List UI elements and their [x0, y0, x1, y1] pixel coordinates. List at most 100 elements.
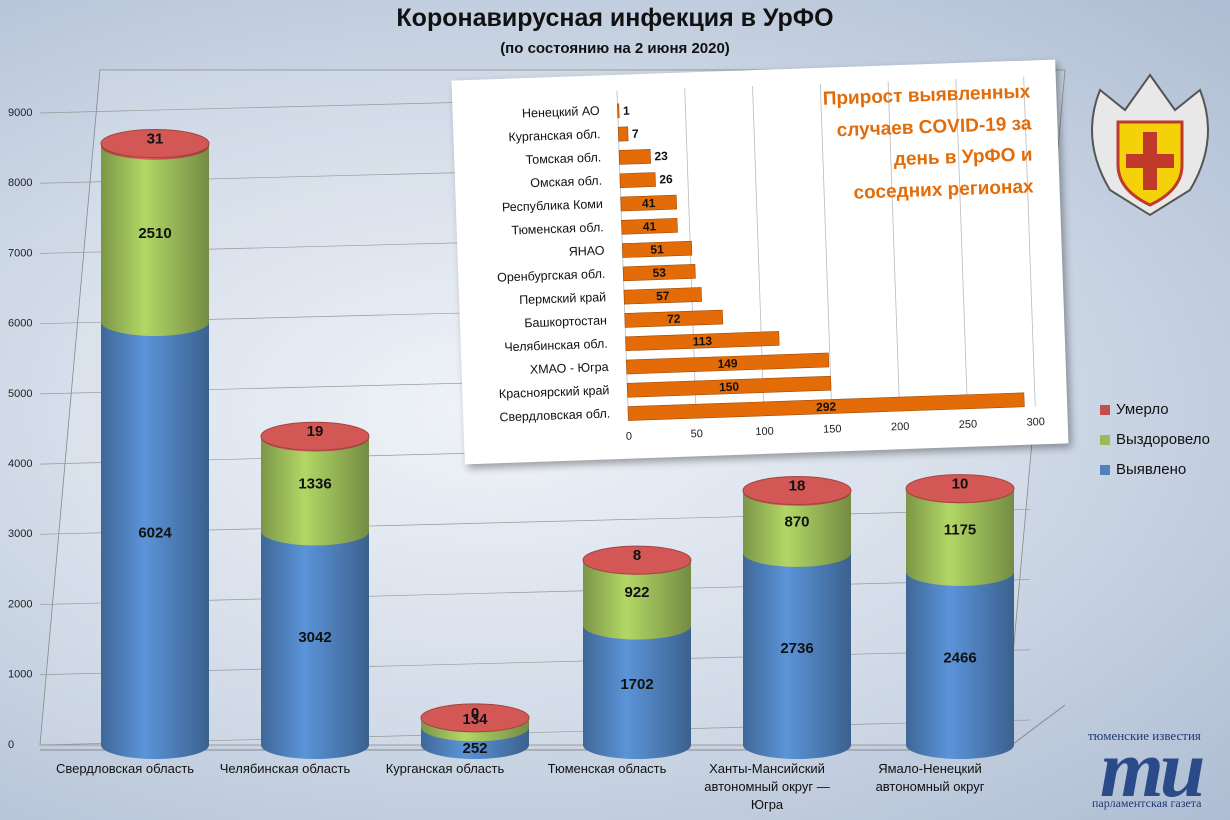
x-tick-label: 150 [823, 423, 842, 436]
value-label: 26 [659, 172, 673, 186]
y-tick-label: 5000 [8, 388, 32, 400]
legend-swatch [1100, 435, 1110, 445]
x-tick-label: Свердловская область [55, 761, 195, 776]
y-tick-label: Пермский край [519, 290, 606, 307]
y-tick-label: Ненецкий АО [522, 104, 600, 121]
y-tick-label: 3000 [8, 528, 32, 540]
bar-segment [101, 321, 209, 745]
x-tick-label: 300 [1026, 416, 1045, 429]
value-label: 134 [462, 711, 488, 728]
bar [618, 149, 652, 165]
value-label: 6024 [138, 524, 172, 541]
y-tick-label: Башкортостан [524, 313, 607, 330]
value-label: 23 [654, 149, 668, 163]
value-label: 1 [623, 104, 630, 118]
y-tick-label: Тюменская обл. [511, 220, 604, 237]
bar [617, 103, 620, 119]
bar [617, 126, 629, 142]
y-tick-label: Томская обл. [525, 150, 601, 167]
value-label: 150 [719, 380, 740, 395]
grid-line [955, 79, 968, 409]
y-tick-label: Омская обл. [530, 174, 602, 190]
bar [626, 352, 830, 375]
value-label: 41 [643, 219, 657, 233]
value-label: 57 [656, 289, 670, 303]
bar-segment [101, 145, 209, 322]
x-tick-label: Тюменская область [547, 761, 667, 776]
legend-label: Выздоровело [1116, 431, 1210, 448]
x-tick-label: Челябинская область [219, 761, 351, 776]
value-label: 1175 [944, 522, 977, 539]
bar-segment [906, 571, 1014, 745]
value-label: 41 [642, 196, 656, 210]
cylinder-top [582, 545, 692, 575]
bar-segment [261, 531, 369, 745]
bar-segment [261, 437, 369, 532]
value-label: 870 [784, 513, 809, 530]
inset-panel: 0 50 100 150 200 250 300 Ненецкий АО 1 Курганская… [451, 59, 1069, 465]
value-label: 7 [632, 127, 639, 141]
cylinder-top [420, 703, 530, 733]
value-label: 2736 [780, 640, 813, 657]
cylinder-top [100, 129, 210, 159]
x-tick-label: 250 [959, 418, 978, 431]
legend-label: Умерло [1116, 401, 1169, 418]
value-label: 8 [633, 547, 641, 564]
value-label: 18 [789, 477, 806, 494]
value-label: 113 [692, 334, 712, 349]
y-tick-label: Курганская обл. [508, 127, 600, 144]
value-label: 53 [652, 266, 666, 280]
value-label: 292 [816, 399, 837, 414]
y-tick-label: Красноярский край [499, 383, 610, 401]
bar [627, 392, 1025, 421]
x-tick-label: Ханты-Мансийский автономный округ — Югра [704, 761, 830, 812]
bar [620, 194, 678, 212]
grid-line [1023, 76, 1036, 407]
bar [624, 309, 724, 328]
x-tick-label: Курганская область [385, 761, 505, 776]
y-tick-label: ЯНАО [568, 244, 605, 259]
value-label: 10 [952, 476, 969, 493]
bar [621, 218, 678, 235]
legend-swatch [1100, 465, 1110, 475]
value-label: 1702 [620, 676, 653, 693]
x-tick-label: 200 [891, 421, 910, 434]
bar [619, 172, 656, 189]
value-label: 1336 [298, 475, 331, 492]
brand-logo: ти [1100, 723, 1205, 814]
grid-line [887, 81, 901, 412]
inset-chart: 0 50 100 150 200 250 300 Ненецкий АО 1 Курганская… [497, 76, 1045, 443]
cylinder-top [260, 421, 370, 451]
value-label: 2466 [943, 649, 976, 666]
y-tick-label: Оренбургская обл. [497, 267, 606, 285]
value-label: 51 [650, 242, 664, 256]
bar [625, 331, 780, 352]
brand-bottom: парламентская газета [1092, 796, 1202, 810]
x-tick-label: 100 [755, 426, 774, 439]
page-subtitle: (по состоянию на 2 июня 2020) [500, 40, 730, 57]
value-label: 0 [471, 705, 479, 722]
cylinder-top [905, 474, 1015, 504]
bar-segment [743, 552, 851, 745]
y-tick-label: 2000 [8, 598, 32, 610]
value-label: 3042 [298, 629, 331, 646]
y-tick-label: 8000 [8, 177, 32, 189]
grid-line [819, 83, 833, 414]
cylinder-top [742, 476, 852, 506]
inset-title: Прирост выявленных случаев COVID-19 за д… [822, 81, 1034, 204]
y-tick-label: Республика Коми [502, 197, 603, 215]
y-tick-label: Свердловская обл. [499, 407, 610, 425]
legend-label: Выявлено [1116, 461, 1186, 478]
value-label: 149 [717, 356, 738, 371]
value-label: 2510 [138, 225, 171, 242]
bar-segment [583, 625, 691, 745]
x-tick-label: 50 [690, 428, 703, 440]
brand-top: тюменские известия [1088, 728, 1201, 743]
value-label: 72 [667, 312, 681, 326]
x-tick-label: Ямало-Ненецкий автономный округ [875, 761, 985, 794]
x-tick-label: 0 [626, 430, 633, 442]
value-label: 19 [307, 423, 324, 440]
y-tick-label: 9000 [8, 107, 32, 119]
y-tick-label: ХМАО - Югра [530, 360, 609, 377]
